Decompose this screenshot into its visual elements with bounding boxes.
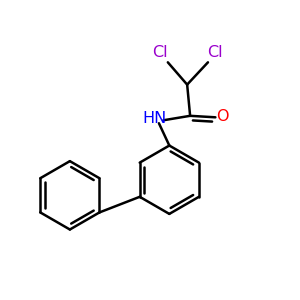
Text: HN: HN <box>142 111 166 126</box>
Text: O: O <box>216 109 228 124</box>
Text: Cl: Cl <box>208 45 223 60</box>
Text: Cl: Cl <box>153 45 168 60</box>
